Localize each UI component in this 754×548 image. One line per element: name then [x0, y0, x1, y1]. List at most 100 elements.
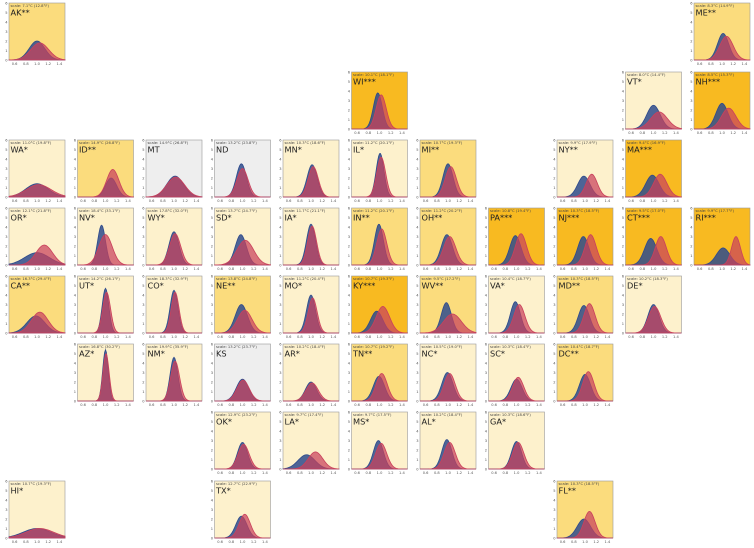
x-tick-label: 1.4 — [605, 335, 611, 339]
y-tick-label: 0 — [416, 467, 419, 471]
x-tick-label: 1.0 — [240, 540, 246, 544]
y-tick-label: 0 — [553, 195, 556, 199]
y-tick-label: 4 — [553, 498, 556, 502]
x-tick-label: 1.0 — [582, 403, 588, 407]
y-tick-label: 3 — [416, 439, 418, 443]
y-tick-label: 6 — [348, 342, 351, 346]
y-tick-label: 3 — [5, 303, 7, 307]
y-tick-label: 5 — [553, 148, 555, 152]
x-tick-label: 1.2 — [45, 335, 51, 339]
x-tick-label: 0.8 — [365, 335, 371, 339]
y-tick-label: 6 — [5, 479, 8, 483]
y-tick-label: 6 — [5, 1, 8, 5]
x-tick-label: 1.4 — [536, 403, 542, 407]
y-tick-label: 2 — [74, 244, 76, 248]
x-tick-label: 0.8 — [23, 335, 29, 339]
state-panel-nj: 0 1 2 3 4 5 6 0.6 0.8 1.0 1.2 1.4 scale: 10.3°C (18.… — [553, 206, 614, 271]
y-tick-label: 5 — [622, 80, 624, 84]
x-tick-label: 0.8 — [708, 62, 714, 66]
x-tick-label: 1.4 — [399, 131, 405, 135]
x-tick-label: 1.0 — [582, 199, 588, 203]
density-red — [351, 306, 408, 334]
y-tick-label: 2 — [622, 312, 624, 316]
panel-scale-label: scale: 8.0°C (14.4°F) — [627, 73, 666, 77]
y-tick-label: 3 — [142, 371, 144, 375]
y-tick-label: 1 — [348, 322, 350, 326]
y-tick-label: 0 — [142, 195, 145, 199]
x-tick-label: 1.0 — [308, 267, 314, 271]
x-tick-label: 1.4 — [673, 267, 679, 271]
panel-state-label: WI*** — [353, 77, 376, 87]
y-tick-label: 3 — [622, 99, 624, 103]
x-tick-label: 1.2 — [525, 403, 531, 407]
x-tick-label: 1.0 — [582, 540, 588, 544]
y-tick-label: 0 — [211, 467, 214, 471]
y-tick-label: 4 — [211, 498, 214, 502]
density-red — [420, 373, 476, 402]
x-tick-label: 1.2 — [662, 199, 668, 203]
x-tick-label: 1.4 — [742, 131, 748, 135]
x-tick-label: 1.4 — [468, 199, 474, 203]
state-panel-vt: 0 1 2 3 4 5 6 0.6 0.8 1.0 1.2 1.4 scale: 8.0°C (14.4… — [622, 70, 682, 135]
y-tick-label: 3 — [74, 303, 76, 307]
y-tick-label: 0 — [279, 195, 282, 199]
x-tick-label: 0.6 — [12, 540, 18, 544]
y-tick-label: 4 — [553, 157, 556, 161]
x-tick-label: 1.0 — [719, 267, 725, 271]
y-tick-label: 4 — [553, 225, 556, 229]
y-tick-label: 4 — [74, 225, 77, 229]
y-tick-label: 4 — [348, 89, 351, 93]
y-tick-label: 0 — [5, 58, 8, 62]
y-tick-label: 2 — [279, 448, 281, 452]
y-tick-label: 1 — [348, 254, 350, 258]
y-tick-label: 0 — [485, 399, 488, 403]
y-tick-label: 6 — [485, 206, 488, 210]
panel-scale-label: scale: 10.3°C (18.6°F) — [490, 413, 531, 417]
x-tick-label: 1.2 — [251, 335, 257, 339]
y-tick-label: 3 — [485, 371, 487, 375]
x-tick-label: 1.4 — [57, 540, 63, 544]
y-tick-label: 1 — [142, 186, 144, 190]
y-tick-label: 5 — [348, 352, 350, 356]
y-tick-label: 3 — [279, 303, 281, 307]
x-tick-label: 0.6 — [697, 131, 703, 135]
y-tick-label: 5 — [279, 420, 281, 424]
x-tick-label: 0.8 — [228, 267, 234, 271]
panel-state-label: OR* — [11, 213, 27, 223]
y-tick-label: 4 — [74, 293, 77, 297]
panel-scale-label: scale: 9.9°C (17.7°F) — [696, 209, 735, 213]
y-tick-label: 6 — [279, 138, 282, 142]
state-panel-ga: 0 1 2 3 4 5 6 0.6 0.8 1.0 1.2 1.4 scale: 10.3°C (18.… — [485, 410, 545, 475]
panel-state-label: IA* — [285, 213, 297, 223]
x-tick-label: 1.2 — [730, 267, 736, 271]
y-tick-label: 2 — [142, 244, 144, 248]
y-tick-label: 1 — [622, 118, 624, 122]
y-tick-label: 1 — [622, 186, 624, 190]
x-tick-label: 1.4 — [742, 62, 748, 66]
y-tick-label: 1 — [348, 118, 350, 122]
panel-state-label: GA* — [490, 417, 506, 427]
x-tick-label: 1.4 — [331, 403, 337, 407]
state-panel-wy: 0 1 2 3 4 5 6 0.6 0.8 1.0 1.2 1.4 scale: 17.8°C (32.… — [142, 206, 203, 271]
y-tick-label: 3 — [690, 30, 692, 34]
y-tick-label: 5 — [142, 216, 144, 220]
state-panel-ny: 0 1 2 3 4 5 6 0.6 0.8 1.0 1.2 1.4 scale: 9.9°C (17.9… — [553, 138, 614, 203]
state-panel-az: 0 1 2 3 4 5 6 0.6 0.8 1.0 1.2 1.4 scale: 16.8°C (30.… — [74, 342, 134, 407]
panel-scale-label: scale: 10.2°C (18.4°F) — [285, 345, 326, 349]
y-tick-label: 4 — [416, 293, 419, 297]
density-red — [694, 236, 751, 266]
y-tick-label: 1 — [485, 458, 487, 462]
y-tick-label: 6 — [74, 342, 77, 346]
y-tick-label: 4 — [142, 361, 145, 365]
x-tick-label: 1.4 — [194, 267, 200, 271]
x-tick-label: 0.6 — [149, 199, 155, 203]
y-tick-label: 1 — [142, 390, 144, 394]
x-tick-label: 0.6 — [628, 199, 634, 203]
panel-state-label: UT* — [79, 281, 94, 291]
x-tick-label: 1.2 — [456, 267, 462, 271]
y-tick-label: 3 — [348, 439, 350, 443]
x-tick-label: 1.0 — [445, 199, 451, 203]
y-tick-label: 0 — [5, 263, 8, 267]
panel-state-label: LA* — [285, 417, 299, 427]
y-tick-label: 0 — [485, 263, 488, 267]
